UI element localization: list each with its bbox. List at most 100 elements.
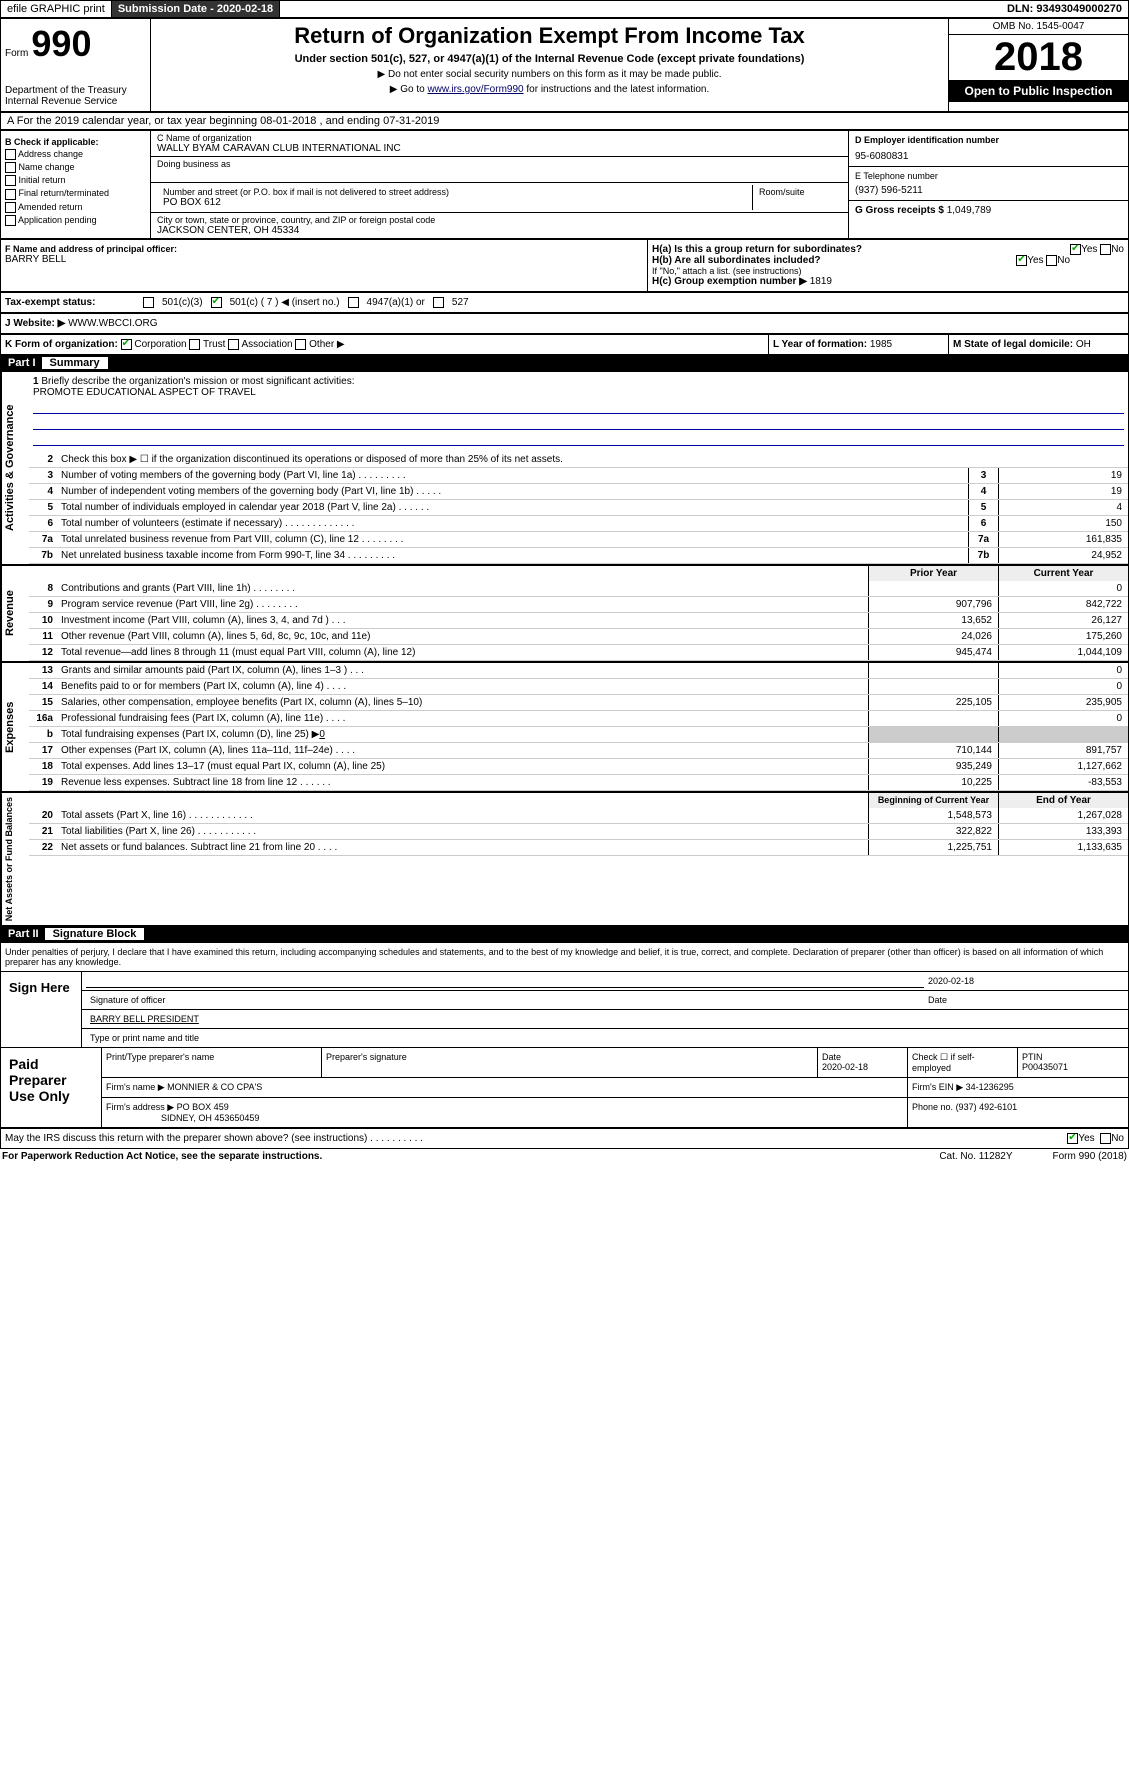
initial-return-checkbox[interactable] [5, 175, 16, 186]
m-label: M State of legal domicile: [953, 339, 1073, 350]
block-g-label: G Gross receipts $ [855, 205, 944, 216]
block-b-label: B Check if applicable: [5, 137, 99, 147]
paid-h4: Check ☐ if self-employed [908, 1048, 1018, 1077]
irs-link[interactable]: www.irs.gov/Form990 [427, 84, 523, 95]
amended-return-checkbox[interactable] [5, 202, 16, 213]
l1-desc: Briefly describe the organization's miss… [41, 376, 354, 387]
paid-h3: Date [822, 1052, 841, 1062]
l5-value: 4 [998, 500, 1128, 515]
expenses-vlabel: Expenses [1, 663, 29, 791]
website-row: J Website: ▶ WWW.WBCCI.ORG [0, 313, 1129, 334]
ptin-value: P00435071 [1022, 1062, 1068, 1072]
501c3-checkbox[interactable] [143, 297, 154, 308]
period-row: A For the 2019 calendar year, or tax yea… [0, 112, 1129, 130]
block-d-label: D Employer identification number [855, 135, 1122, 145]
footer-mid: Cat. No. 11282Y [939, 1151, 1012, 1162]
form-note1: ▶ Do not enter social security numbers o… [155, 69, 944, 80]
current-year-hdr: Current Year [998, 566, 1128, 581]
firm-name: MONNIER & CO CPA'S [167, 1082, 262, 1092]
block-f-label: F Name and address of principal officer: [5, 244, 643, 254]
l6-value: 150 [998, 516, 1128, 531]
final-return-checkbox[interactable] [5, 189, 16, 200]
firm-phone-label: Phone no. [912, 1102, 953, 1112]
sig-date: 2020-02-18 [928, 976, 974, 986]
officer-name: BARRY BELL [5, 254, 643, 265]
address-change-checkbox[interactable] [5, 149, 16, 160]
m-value: OH [1076, 339, 1091, 350]
officer-row: F Name and address of principal officer:… [0, 239, 1129, 292]
sig-officer-label: Signature of officer [86, 993, 924, 1007]
firm-ein: 34-1236295 [966, 1082, 1014, 1092]
revenue-vlabel: Revenue [1, 566, 29, 661]
other-checkbox[interactable] [295, 339, 306, 350]
part1-num: Part I [8, 357, 36, 369]
k-label: K Form of organization: [5, 339, 118, 350]
application-pending-checkbox[interactable] [5, 215, 16, 226]
form-label: Form [5, 48, 28, 59]
501c-checkbox[interactable] [211, 297, 222, 308]
governance-vlabel: Activities & Governance [1, 372, 29, 564]
firm-ein-label: Firm's EIN ▶ [912, 1082, 963, 1092]
discuss-yes-checkbox[interactable] [1067, 1133, 1078, 1144]
footer-row: For Paperwork Reduction Act Notice, see … [0, 1149, 1129, 1164]
netassets-vlabel: Net Assets or Fund Balances [1, 793, 29, 925]
discuss-row: May the IRS discuss this return with the… [0, 1128, 1129, 1149]
trust-checkbox[interactable] [189, 339, 200, 350]
sign-here-label: Sign Here [1, 972, 81, 1047]
block-c-name-label: C Name of organization [157, 133, 842, 143]
l2-desc: Check this box ▶ ☐ if the organization d… [57, 452, 1128, 467]
governance-section: Activities & Governance 1 Briefly descri… [0, 371, 1129, 565]
org-address: PO BOX 612 [163, 197, 746, 208]
hb-label: H(b) Are all subordinates included? [652, 255, 821, 266]
ha-label: H(a) Is this a group return for subordin… [652, 244, 862, 255]
l7b-value: 24,952 [998, 548, 1128, 563]
prior-year-hdr: Prior Year [868, 566, 998, 581]
addr-label: Number and street (or P.O. box if mail i… [163, 187, 746, 197]
paid-preparer-label: Paid Preparer Use Only [1, 1048, 101, 1127]
omb-number: OMB No. 1545-0047 [949, 19, 1128, 35]
top-bar: efile GRAPHIC print Submission Date - 20… [0, 0, 1129, 18]
room-label: Room/suite [752, 185, 842, 210]
end-year-hdr: End of Year [998, 793, 1128, 808]
part1-title: Summary [42, 357, 108, 369]
sig-date-label: Date [924, 993, 1124, 1007]
assoc-checkbox[interactable] [228, 339, 239, 350]
hb-yes-checkbox[interactable] [1016, 255, 1027, 266]
footer-left: For Paperwork Reduction Act Notice, see … [2, 1151, 322, 1162]
note2-post: for instructions and the latest informat… [526, 84, 709, 95]
hc-value: 1819 [810, 276, 832, 287]
form-title: Return of Organization Exempt From Incom… [155, 23, 944, 49]
part2-title: Signature Block [45, 928, 145, 940]
phone-value: (937) 596-5211 [855, 185, 1122, 196]
hc-label: H(c) Group exemption number ▶ [652, 276, 807, 287]
city-label: City or town, state or province, country… [157, 215, 842, 225]
ein-value: 95-6080831 [855, 151, 1122, 162]
4947-checkbox[interactable] [348, 297, 359, 308]
beg-year-hdr: Beginning of Current Year [868, 793, 998, 808]
hb-no-checkbox[interactable] [1046, 255, 1057, 266]
ha-yes-checkbox[interactable] [1070, 244, 1081, 255]
block-b-container: B Check if applicable: Address change Na… [0, 130, 1129, 239]
tax-year: 2018 [949, 35, 1128, 80]
l4-value: 19 [998, 484, 1128, 499]
paid-h1: Print/Type preparer's name [102, 1048, 322, 1077]
form-subtitle: Under section 501(c), 527, or 4947(a)(1)… [155, 53, 944, 65]
taxexempt-label: Tax-exempt status: [5, 297, 135, 308]
name-change-checkbox[interactable] [5, 162, 16, 173]
netassets-section: Net Assets or Fund Balances Beginning of… [0, 792, 1129, 926]
l1-value: PROMOTE EDUCATIONAL ASPECT OF TRAVEL [33, 387, 256, 398]
korg-row: K Form of organization: Corporation Trus… [0, 334, 1129, 355]
527-checkbox[interactable] [433, 297, 444, 308]
website-label: J Website: ▶ [5, 318, 65, 329]
firm-addr-label: Firm's address ▶ [106, 1102, 174, 1112]
submission-date-button[interactable]: Submission Date - 2020-02-18 [112, 1, 280, 17]
discuss-no-checkbox[interactable] [1100, 1133, 1111, 1144]
tax-exempt-row: Tax-exempt status: 501(c)(3) 501(c) ( 7 … [0, 292, 1129, 313]
corp-checkbox[interactable] [121, 339, 132, 350]
part2-num: Part II [8, 928, 39, 940]
firm-addr2: SIDNEY, OH 453650459 [161, 1113, 259, 1123]
part1-header: Part I Summary [0, 355, 1129, 371]
ha-no-checkbox[interactable] [1100, 244, 1111, 255]
firm-phone: (937) 492-6101 [956, 1102, 1018, 1112]
penalty-text: Under penalties of perjury, I declare th… [1, 943, 1128, 971]
